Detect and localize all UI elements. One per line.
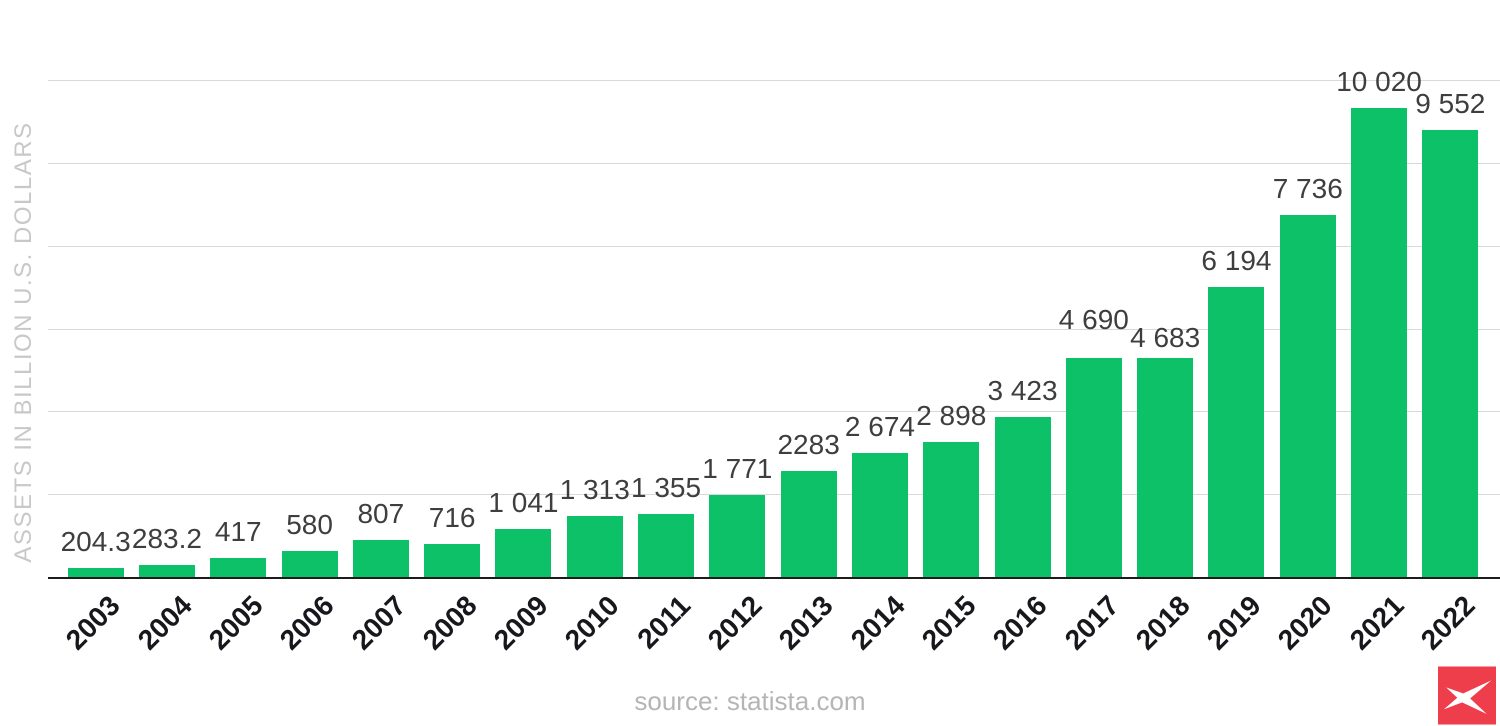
x-axis-baseline [48, 577, 1500, 579]
bar-2006 [281, 550, 338, 578]
bar-2020 [1279, 215, 1336, 578]
source-caption: source: statista.com [634, 686, 866, 716]
bar-2008 [424, 544, 481, 578]
gridline [48, 328, 1500, 330]
value-label-2017: 4 690 [1058, 304, 1129, 336]
bar-2009 [495, 529, 552, 578]
value-label-2010: 1 313 [559, 474, 630, 506]
x-tick-label-2004: 2004 [131, 589, 198, 656]
bar-2014 [851, 452, 908, 578]
value-label-2020: 7 736 [1272, 173, 1343, 205]
bar-2016 [994, 417, 1051, 578]
value-label-2004: 283.2 [131, 522, 202, 554]
y-axis-title: ASSETS IN BILLION U.S. DOLLARS [10, 121, 37, 563]
gridline [48, 411, 1500, 413]
statista-logo-icon [1438, 666, 1496, 725]
bar-2003 [67, 568, 124, 578]
x-tick-label-2016: 2016 [987, 589, 1054, 656]
value-label-2006: 580 [286, 508, 333, 540]
gridline [48, 80, 1500, 81]
value-label-2009: 1 041 [488, 487, 559, 519]
bar-2017 [1065, 358, 1122, 578]
x-tick-label-2018: 2018 [1129, 589, 1196, 656]
value-label-2021: 10 020 [1336, 66, 1422, 97]
x-tick-label-2003: 2003 [60, 589, 127, 656]
bar-2005 [210, 558, 267, 578]
gridline [48, 162, 1500, 164]
x-tick-label-2017: 2017 [1058, 589, 1125, 656]
bar-2013 [780, 470, 837, 578]
x-tick-label-2005: 2005 [202, 589, 269, 656]
value-label-2014: 2 674 [844, 410, 915, 442]
value-label-2003: 204.3 [60, 526, 131, 558]
value-label-2019: 6 194 [1201, 245, 1272, 277]
x-tick-label-2010: 2010 [559, 589, 626, 656]
statista-logo [1438, 665, 1496, 726]
value-label-2015: 2 898 [916, 400, 987, 432]
bar-2018 [1137, 358, 1194, 578]
value-label-2022: 9 552 [1415, 87, 1486, 119]
bar-2004 [138, 564, 195, 578]
x-tick-label-2021: 2021 [1343, 589, 1410, 656]
x-tick-label-2019: 2019 [1200, 589, 1267, 656]
value-label-2012: 1 771 [702, 452, 773, 484]
value-label-2013: 2283 [777, 428, 840, 460]
x-tick-label-2008: 2008 [416, 589, 483, 656]
value-label-2005: 417 [214, 516, 262, 548]
value-label-2018: 4 683 [1130, 322, 1201, 354]
value-label-2011: 1 355 [631, 472, 702, 504]
x-tick-label-2007: 2007 [345, 589, 412, 656]
value-label-2007: 807 [357, 498, 405, 530]
bar-2019 [1208, 287, 1265, 578]
x-tick-label-2020: 2020 [1272, 589, 1339, 656]
x-tick-label-2014: 2014 [844, 589, 911, 656]
x-tick-label-2022: 2022 [1414, 589, 1481, 656]
x-tick-label-2011: 2011 [631, 589, 697, 655]
value-label-2008: 716 [428, 502, 476, 534]
bar-2015 [923, 442, 980, 578]
value-label-2016: 3 423 [987, 375, 1058, 407]
x-tick-label-2006: 2006 [274, 589, 341, 656]
bar-2011 [638, 514, 695, 578]
x-tick-label-2013: 2013 [773, 589, 840, 656]
bar-2007 [352, 540, 409, 578]
x-tick-label-2015: 2015 [915, 589, 982, 656]
x-tick-label-2012: 2012 [701, 589, 768, 656]
bar-2021 [1351, 108, 1408, 578]
bar-2010 [566, 516, 623, 578]
bar-2012 [709, 494, 766, 578]
gridline [48, 245, 1500, 247]
gridline [48, 494, 1500, 496]
x-tick-label-2009: 2009 [487, 589, 554, 656]
bar-2022 [1422, 129, 1479, 578]
